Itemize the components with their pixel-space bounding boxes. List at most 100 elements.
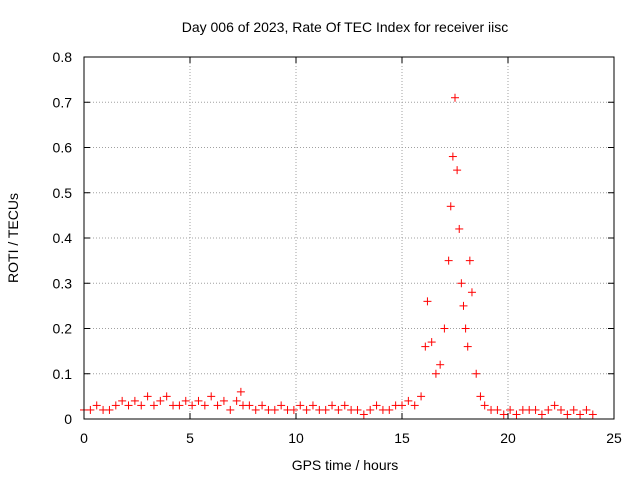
- data-point: [251, 405, 260, 414]
- data-point: [328, 401, 337, 410]
- data-point: [289, 405, 298, 414]
- data-point: [493, 405, 502, 414]
- y-tick-label: 0.7: [53, 94, 73, 110]
- data-point: [86, 405, 95, 414]
- data-point: [480, 401, 489, 410]
- data-point: [334, 405, 343, 414]
- axis-ticks: 0 0.1 0.2 0.3 0.4 0.5 0.6 0.7 0.8 0 5 10 15 20 25: [53, 49, 622, 446]
- data-point: [207, 392, 216, 401]
- data-point: [576, 410, 585, 419]
- data-point: [531, 405, 540, 414]
- y-tick-label: 0.2: [53, 321, 73, 337]
- data-point: [550, 401, 559, 410]
- data-point: [372, 401, 381, 410]
- data-points: [80, 93, 597, 419]
- data-point: [440, 324, 449, 333]
- data-point: [213, 401, 222, 410]
- data-point: [194, 396, 203, 405]
- data-point: [463, 342, 472, 351]
- data-point: [476, 392, 485, 401]
- grid-lines: [84, 57, 614, 419]
- data-point: [444, 256, 453, 265]
- data-point: [321, 405, 330, 414]
- data-point: [451, 93, 459, 102]
- data-point: [436, 360, 445, 369]
- data-point: [404, 396, 413, 405]
- y-tick-label: 0.6: [53, 140, 73, 156]
- data-point: [455, 224, 464, 233]
- data-point: [296, 401, 305, 410]
- data-point: [366, 405, 375, 414]
- data-point: [236, 387, 245, 396]
- data-point: [385, 405, 394, 414]
- data-point: [506, 405, 515, 414]
- x-tick-label: 10: [288, 430, 304, 446]
- data-point: [175, 401, 184, 410]
- data-point: [302, 405, 311, 414]
- data-point: [130, 396, 139, 405]
- y-tick-label: 0.3: [53, 275, 73, 291]
- data-point: [427, 338, 436, 347]
- data-point: [277, 401, 286, 410]
- data-point: [162, 392, 171, 401]
- data-point: [563, 410, 572, 419]
- x-tick-label: 20: [500, 430, 516, 446]
- data-point: [258, 401, 267, 410]
- data-point: [353, 405, 362, 414]
- data-point: [461, 324, 470, 333]
- data-point: [105, 405, 114, 414]
- data-point: [453, 166, 462, 175]
- x-tick-label: 5: [186, 430, 194, 446]
- data-point: [181, 396, 190, 405]
- data-point: [245, 401, 254, 410]
- x-tick-label: 25: [606, 430, 622, 446]
- data-point: [232, 396, 241, 405]
- data-point: [421, 342, 430, 351]
- data-point: [398, 401, 406, 410]
- y-tick-label: 0.5: [53, 185, 73, 201]
- data-point: [219, 396, 228, 405]
- data-point: [340, 401, 349, 410]
- y-tick-label: 0.4: [53, 230, 73, 246]
- data-point: [143, 392, 152, 401]
- data-point: [582, 405, 591, 414]
- data-point: [308, 401, 317, 410]
- x-tick-label: 0: [80, 430, 88, 446]
- y-axis-label: ROTI / TECUs: [5, 193, 21, 283]
- data-point: [448, 152, 457, 161]
- data-point: [417, 392, 426, 401]
- data-point: [569, 405, 578, 414]
- data-point: [156, 396, 165, 405]
- data-point: [512, 410, 521, 419]
- data-point: [200, 401, 209, 410]
- data-point: [226, 405, 235, 414]
- data-point: [423, 297, 432, 306]
- y-tick-label: 0.1: [53, 366, 73, 382]
- data-point: [544, 405, 553, 414]
- data-point: [188, 401, 197, 410]
- data-point: [118, 396, 127, 405]
- data-point: [359, 410, 368, 419]
- data-point: [431, 369, 440, 378]
- data-point: [467, 288, 476, 297]
- data-point: [410, 401, 419, 410]
- y-tick-label: 0: [64, 411, 72, 427]
- data-point: [499, 410, 508, 419]
- data-point: [472, 369, 481, 378]
- x-tick-label: 15: [394, 430, 410, 446]
- data-point: [557, 405, 565, 414]
- data-point: [270, 405, 279, 414]
- data-point: [537, 410, 546, 419]
- data-point: [111, 401, 120, 410]
- data-point: [459, 301, 468, 310]
- y-tick-label: 0.8: [53, 49, 73, 65]
- data-point: [446, 202, 455, 211]
- data-point: [457, 279, 466, 288]
- data-point: [149, 401, 158, 410]
- data-point: [465, 256, 474, 265]
- data-point: [137, 401, 146, 410]
- x-axis-label: GPS time / hours: [292, 457, 399, 473]
- chart-title: Day 006 of 2023, Rate Of TEC Index for r…: [182, 19, 509, 35]
- data-point: [92, 401, 101, 410]
